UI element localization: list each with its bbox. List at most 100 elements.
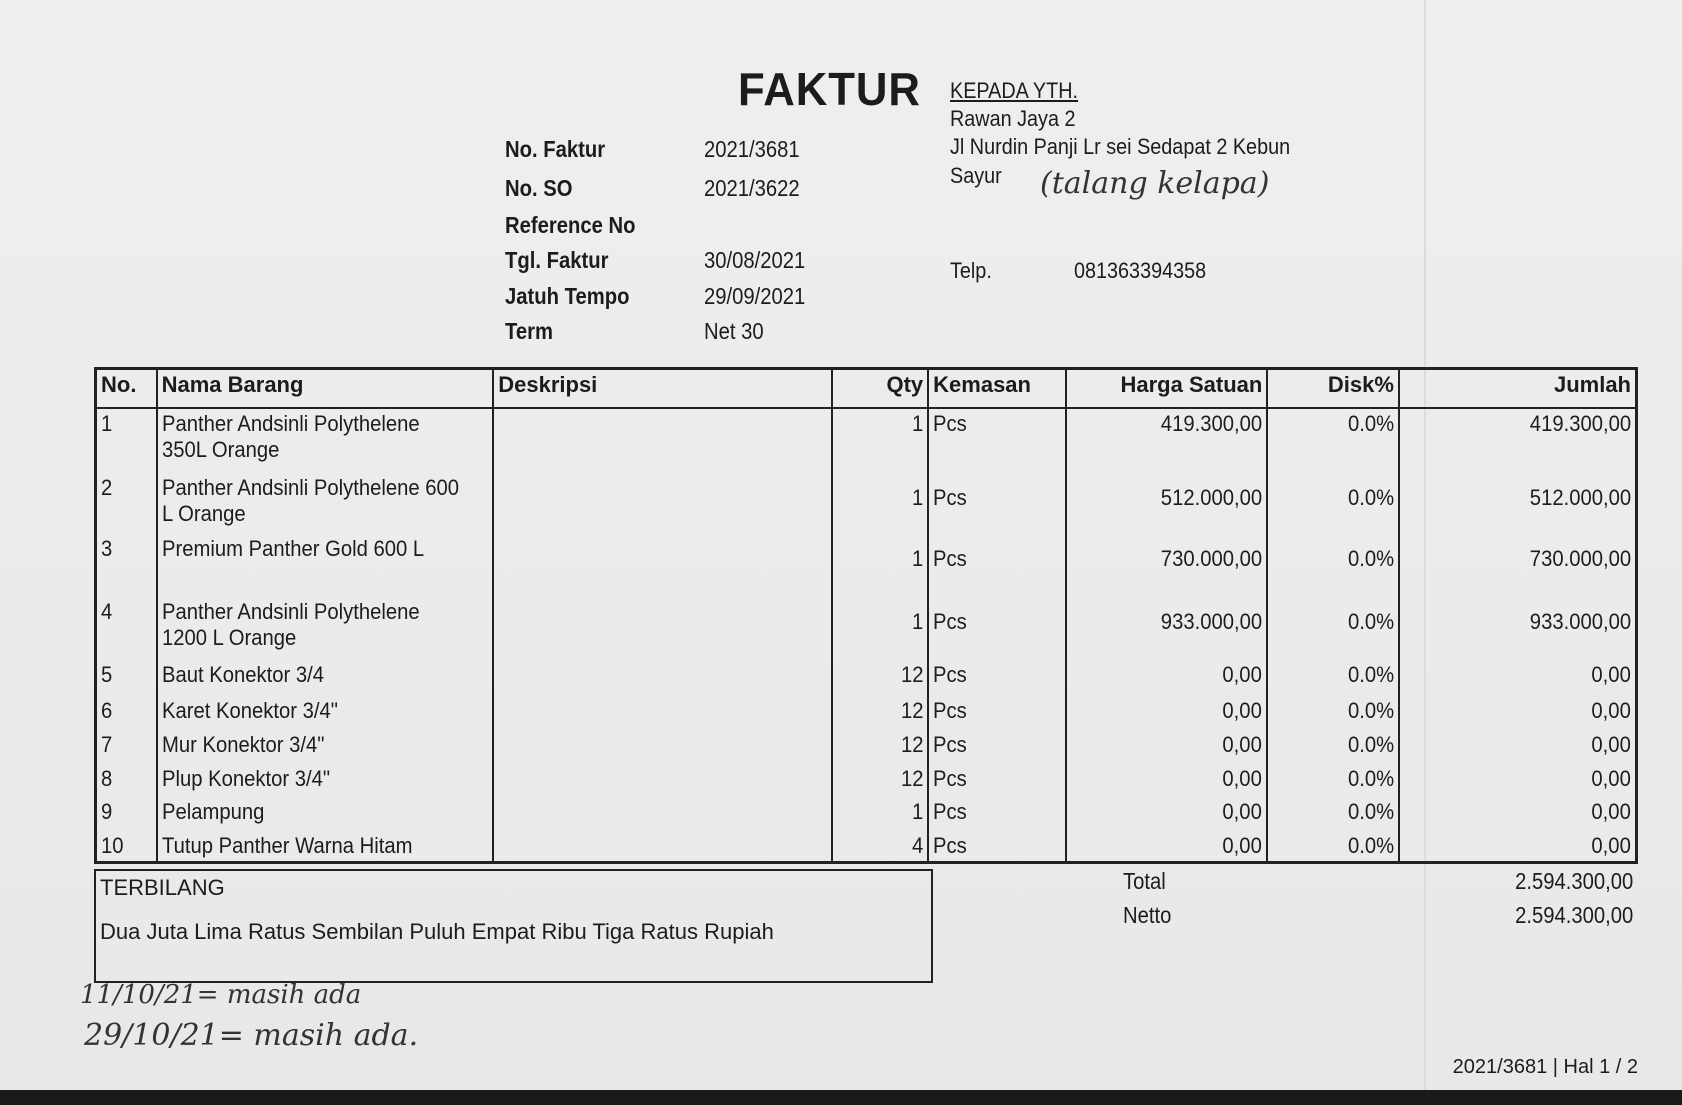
recipient-address-2: Sayur xyxy=(950,163,1002,188)
cell-unit: Pcs xyxy=(927,473,1068,534)
cell-text: Pcs xyxy=(933,662,967,687)
cell-text: 933.000,00 xyxy=(1529,609,1631,634)
cell-price: 0,00 xyxy=(1065,831,1269,863)
cell-price: 0,00 xyxy=(1065,764,1269,797)
table-row: 6 Karet Konektor 3/4" 12 Pcs 0,00 0.0% 0,00 xyxy=(94,696,1638,730)
cell-text: Pcs xyxy=(933,485,967,510)
cell-text: 1 xyxy=(911,609,924,634)
terbilang-text: Dua Juta Lima Ratus Sembilan Puluh Empat… xyxy=(100,919,774,944)
cell-qty: 12 xyxy=(831,764,930,797)
cell-qty: 1 xyxy=(831,473,930,534)
items-table: No. Nama Barang Deskripsi Qty Kemasan Harga S… xyxy=(94,367,1638,864)
cell-text: 0,00 xyxy=(1591,662,1631,687)
cell-name: Tutup Panther Warna Hitam xyxy=(155,831,495,863)
field-label: No. Faktur xyxy=(505,136,606,162)
cell-desc xyxy=(492,831,834,863)
cell-text: 419.300,00 xyxy=(1161,411,1263,436)
cell-text: Pcs xyxy=(933,799,967,824)
cell-unit: Pcs xyxy=(927,696,1068,730)
column-header: Jumlah xyxy=(1397,368,1638,409)
cell-qty: 1 xyxy=(831,797,930,831)
cell-text: 0,00 xyxy=(1222,833,1263,858)
table-row: 8 Plup Konektor 3/4" 12 Pcs 0,00 0.0% 0,00 xyxy=(94,764,1638,797)
cell-text: 8 xyxy=(101,766,113,791)
cell-text: 0.0% xyxy=(1347,732,1394,757)
field-value: 30/08/2021 xyxy=(704,247,806,273)
cell-total: 0,00 xyxy=(1397,797,1638,831)
cell-text: Plup Konektor 3/4" xyxy=(161,766,330,791)
cell-desc xyxy=(492,696,834,730)
cell-unit: Pcs xyxy=(927,797,1068,831)
cell-disc: 0.0% xyxy=(1266,730,1400,764)
cell-text: 7 xyxy=(101,732,113,757)
cell-text: 0.0% xyxy=(1347,766,1394,791)
cell-total: 0,00 xyxy=(1397,831,1638,863)
cell-price: 0,00 xyxy=(1065,797,1269,831)
cell-text: 12 xyxy=(900,698,924,723)
cell-text: Panther Andsinli Polythelene 1200 L Oran… xyxy=(161,599,420,650)
column-header: Disk% xyxy=(1266,368,1400,409)
cell-no: 5 xyxy=(94,660,158,696)
cell-text: Pcs xyxy=(933,732,967,757)
table-row: 3 Premium Panther Gold 600 L 1 Pcs 730.000,0… xyxy=(94,534,1638,597)
cell-text: 1 xyxy=(911,546,924,571)
cell-qty: 4 xyxy=(831,831,930,863)
field-value: 2021/3622 xyxy=(704,175,800,201)
cell-text: 0,00 xyxy=(1591,732,1631,757)
cell-text: 0,00 xyxy=(1222,732,1263,757)
cell-disc: 0.0% xyxy=(1266,408,1400,473)
cell-name: Pelampung xyxy=(155,797,495,831)
cell-text: Pcs xyxy=(933,698,967,723)
cell-text: 0.0% xyxy=(1347,833,1394,858)
cell-total: 512.000,00 xyxy=(1397,473,1638,534)
cell-disc: 0.0% xyxy=(1266,473,1400,534)
cell-text: Pcs xyxy=(933,766,967,791)
column-header: Deskripsi xyxy=(492,368,834,409)
field-label: Reference No xyxy=(505,212,636,238)
cell-unit: Pcs xyxy=(927,660,1068,696)
cell-text: 0.0% xyxy=(1347,546,1394,571)
cell-unit: Pcs xyxy=(927,730,1068,764)
cell-text: 730.000,00 xyxy=(1161,546,1263,571)
cell-text: 0,00 xyxy=(1222,662,1263,687)
cell-text: 1 xyxy=(911,411,924,436)
table-row: 9 Pelampung 1 Pcs 0,00 0.0% 0,00 xyxy=(94,797,1638,831)
cell-desc xyxy=(492,730,834,764)
cell-text: Panther Andsinli Polythelene 600 L Orang… xyxy=(161,475,459,526)
cell-name: Panther Andsinli Polythelene 600 L Orang… xyxy=(155,473,495,534)
cell-disc: 0.0% xyxy=(1266,764,1400,797)
cell-name: Panther Andsinli Polythelene 1200 L Oran… xyxy=(155,597,495,660)
cell-text: 0,00 xyxy=(1222,698,1263,723)
field-value: Net 30 xyxy=(704,318,764,344)
cell-text: 2 xyxy=(101,475,113,500)
cell-no: 8 xyxy=(94,764,158,797)
cell-name: Mur Konektor 3/4" xyxy=(155,730,495,764)
cell-total: 0,00 xyxy=(1397,764,1638,797)
cell-desc xyxy=(492,534,834,597)
cell-text: Karet Konektor 3/4" xyxy=(161,698,338,723)
cell-no: 10 xyxy=(94,831,158,863)
handwritten-note-2: 29/10/21= masih ada. xyxy=(84,1018,419,1053)
field-value: 29/09/2021 xyxy=(704,283,806,309)
phone-value: 081363394358 xyxy=(1074,258,1207,283)
cell-total: 419.300,00 xyxy=(1397,408,1638,473)
cell-text: Pcs xyxy=(933,833,967,858)
cell-text: 1 xyxy=(911,485,924,510)
cell-total: 0,00 xyxy=(1397,730,1638,764)
terbilang-box: TERBILANG Dua Juta Lima Ratus Sembilan P… xyxy=(94,869,933,983)
cell-desc xyxy=(492,597,834,660)
cell-price: 512.000,00 xyxy=(1065,473,1269,534)
cell-text: 0,00 xyxy=(1591,698,1631,723)
document-title: FAKTUR xyxy=(738,63,921,115)
cell-text: 0.0% xyxy=(1347,799,1394,824)
column-header: No. xyxy=(94,368,158,409)
cell-text: 12 xyxy=(900,662,924,687)
cell-name: Premium Panther Gold 600 L xyxy=(155,534,495,597)
cell-no: 1 xyxy=(94,408,158,473)
cell-no: 3 xyxy=(94,534,158,597)
column-header: Nama Barang xyxy=(155,368,495,409)
cell-text: 0,00 xyxy=(1591,766,1631,791)
cell-text: 0.0% xyxy=(1347,411,1394,436)
cell-disc: 0.0% xyxy=(1266,597,1400,660)
cell-total: 0,00 xyxy=(1397,696,1638,730)
